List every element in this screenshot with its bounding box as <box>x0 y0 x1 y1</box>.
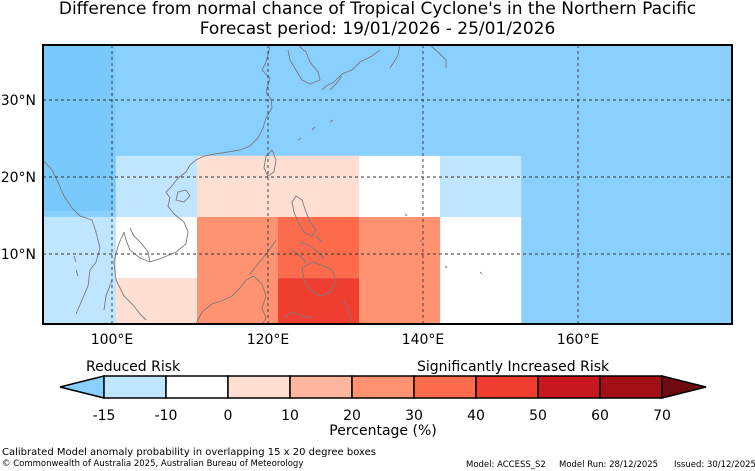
anomaly-cell <box>278 278 360 324</box>
y-tick-10n: 10°N <box>1 247 36 263</box>
colorbar-segment <box>475 375 539 399</box>
x-tick-100e: 100°E <box>91 332 134 348</box>
anomaly-cell <box>115 278 198 324</box>
coastline-malay <box>103 231 147 321</box>
coastline-hainan <box>175 189 191 203</box>
colorbar-segment <box>289 375 353 399</box>
coastline-mindanao <box>301 261 337 297</box>
colorbar-extend-high <box>661 375 707 399</box>
colorbar-extend-low <box>59 375 105 399</box>
map-frame <box>42 44 733 325</box>
colorbar-tick-label: 30 <box>405 408 423 424</box>
legend-reduced-risk: Reduced Risk <box>86 359 181 375</box>
andaman-islands <box>73 255 79 277</box>
chart-title: Difference from normal chance of Tropica… <box>58 0 697 19</box>
colorbar-tick-label: -15 <box>93 408 116 424</box>
anomaly-cell <box>359 216 441 324</box>
footer-copyright: © Commonwealth of Australia 2025, Austra… <box>2 459 304 469</box>
y-tick-30n: 30°N <box>1 93 36 109</box>
coastline-japan <box>321 45 401 91</box>
anomaly-cell <box>359 155 441 217</box>
footer-issued: Issued: 30/12/2025 <box>674 460 755 470</box>
colorbar-segment <box>599 375 663 399</box>
anomaly-cell <box>440 155 522 217</box>
coastline-myanmar <box>43 159 101 315</box>
footer-model-run: Model Run: 28/12/2025 <box>559 460 659 470</box>
colorbar-segment <box>165 375 229 399</box>
anomaly-cell <box>115 216 198 279</box>
anomaly-cell <box>115 155 198 217</box>
colorbar-tick-label: 60 <box>591 408 609 424</box>
micronesia-islands <box>404 213 483 275</box>
coastlines <box>43 45 483 324</box>
colorbar-tick-labels: -15 -10 0 10 20 30 40 50 60 70 <box>93 408 671 424</box>
legend-increased-risk: Significantly Increased Risk <box>417 359 610 375</box>
coastline-sulawesi <box>283 299 353 323</box>
x-tick-140e: 140°E <box>402 332 445 348</box>
footer-model: Model: ACCESS_S2 <box>466 460 546 470</box>
colorbar-unit-label: Percentage (%) <box>329 423 436 439</box>
x-tick-160e: 160°E <box>557 332 600 348</box>
colorbar-segment <box>537 375 601 399</box>
colorbar-tick-label: 20 <box>343 408 361 424</box>
colorbar-tick-label: 10 <box>281 408 299 424</box>
colorbar-tick-label: 70 <box>653 408 671 424</box>
gridlines <box>43 45 732 324</box>
anomaly-cell <box>197 155 360 217</box>
anomaly-cell <box>43 216 116 324</box>
y-tick-20n: 20°N <box>1 170 36 186</box>
coastline-luzon <box>291 195 317 237</box>
coastline-china <box>185 46 273 173</box>
colorbar-segment <box>227 375 291 399</box>
coastline-korea <box>287 45 321 85</box>
colorbar-tick-label: 0 <box>224 408 233 424</box>
ryukyu-islands <box>297 119 334 141</box>
coastline-taiwan <box>263 149 277 177</box>
x-tick-120e: 120°E <box>247 332 290 348</box>
coastline-japan-north <box>429 45 447 68</box>
colorbar-tick-label: 40 <box>467 408 485 424</box>
coastline-visayas <box>291 235 325 263</box>
anomaly-cell <box>440 216 522 324</box>
colorbar-tick-label: -10 <box>155 408 178 424</box>
footer-description: Calibrated Model anomaly probability in … <box>2 447 377 458</box>
coastline-borneo <box>195 275 267 324</box>
anomaly-cell <box>278 216 360 279</box>
colorbar-segment <box>103 375 167 399</box>
coastline-indochina <box>123 171 189 263</box>
colorbar-tick-label: 50 <box>529 408 547 424</box>
colorbar-segment <box>351 375 415 399</box>
colorbar <box>59 375 707 399</box>
colorbar-segment <box>413 375 477 399</box>
western-strip <box>43 45 115 211</box>
forecast-period: Forecast period: 19/01/2026 - 25/01/2026 <box>199 19 556 39</box>
anomaly-cell <box>197 216 279 324</box>
